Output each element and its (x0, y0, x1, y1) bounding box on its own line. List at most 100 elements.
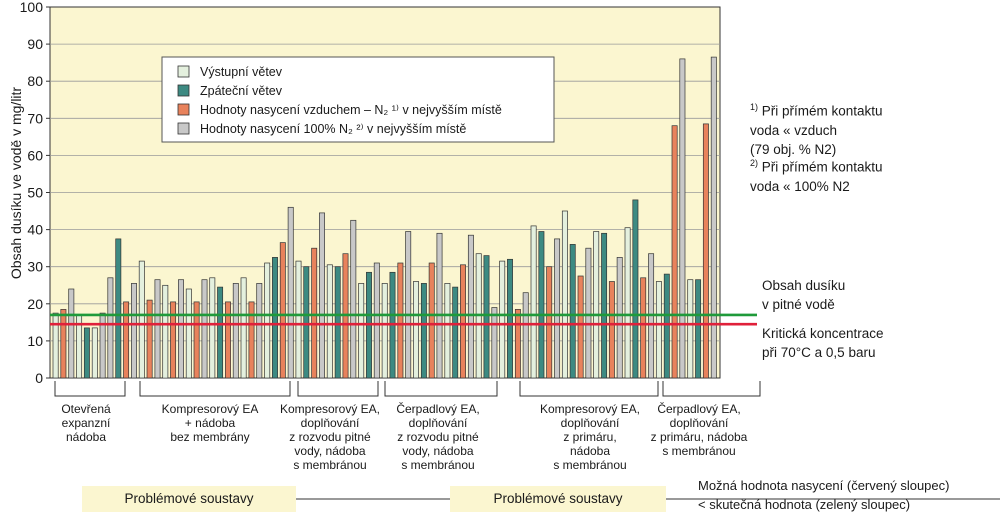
group-bracket-4 (384, 381, 498, 397)
bar-21 (209, 277, 216, 379)
problem-systems-band-1: Problémové soustavy (82, 486, 296, 512)
bar-56 (483, 255, 490, 379)
bar-47 (413, 281, 419, 379)
bar-39 (350, 219, 357, 379)
group-bracket-6 (662, 381, 761, 397)
bar-62 (530, 225, 537, 379)
bar-40 (358, 283, 365, 379)
y-tick-label: 30 (27, 259, 43, 275)
bar-60 (514, 309, 521, 379)
bar-83 (695, 279, 702, 379)
legend-swatch-3 (177, 103, 190, 116)
footnote-1-mark: 1) (750, 102, 759, 112)
group-bracket-2 (139, 381, 291, 397)
bar-50 (436, 232, 443, 379)
bar-42 (373, 262, 380, 379)
legend-swatch-4 (177, 122, 190, 135)
legend-swatch-2 (177, 84, 190, 97)
bar-82 (687, 279, 694, 379)
bar-26 (248, 301, 255, 379)
y-tick-label: 20 (27, 296, 43, 312)
bar-65 (554, 238, 561, 379)
bar-52 (452, 286, 459, 379)
y-tick-label: 90 (27, 36, 43, 52)
bar-78 (655, 281, 662, 379)
bar-27 (256, 283, 263, 379)
group-label-compressor-no-membrane: Kompresorový EA + nádoba bez membrány (161, 402, 259, 444)
legend-box (161, 56, 555, 143)
saturation-note-line-1: Možná hodnota nasycení (červený sloupec) (698, 478, 950, 493)
footnote-1: 1) Při přímém kontaktu voda « vzduch (79… (750, 98, 883, 159)
bar-8 (107, 277, 114, 379)
bar-58 (499, 260, 506, 379)
bar-13 (146, 299, 153, 379)
y-tick-label: 50 (27, 185, 43, 201)
bar-32 (295, 260, 302, 379)
bar-74 (624, 227, 631, 379)
bar-18 (185, 288, 192, 379)
bar-17 (178, 279, 184, 379)
bar-19 (193, 301, 200, 379)
bar-54 (467, 234, 474, 379)
bar-1 (52, 312, 59, 379)
group-label-compressor-primary: Kompresorový EA, doplňování z primáru, n… (539, 402, 641, 472)
bar-14 (154, 279, 161, 379)
bar-3 (68, 288, 75, 379)
bar-25 (240, 277, 247, 379)
footnote-1-text: Při přímém kontaktu voda « vzduch (79 ob… (750, 103, 883, 157)
y-tick-label: 10 (27, 333, 43, 349)
bar-75 (632, 199, 639, 379)
group-label-pump-primary: Čerpadlový EA, doplňování z primáru, nád… (650, 402, 748, 458)
bar-11 (131, 283, 137, 379)
bar-48 (420, 283, 427, 379)
bar-80 (671, 125, 678, 379)
saturation-note-line-2: < skutečná hodnota (zelený sloupec) (698, 497, 911, 512)
legend-label-3: Hodnoty nasycení vzduchem – N₂ ¹⁾ v nejv… (200, 103, 502, 117)
bar-16 (170, 301, 177, 379)
bar-6 (91, 327, 98, 379)
y-tick-label: 70 (27, 110, 43, 126)
legend-label-2: Zpáteční větev (200, 84, 283, 98)
bar-73 (616, 257, 623, 379)
bar-85 (710, 56, 717, 379)
footnote-2: 2) Při přímém kontaktu voda « 100% N2 (750, 154, 883, 196)
bar-5 (83, 327, 90, 379)
bar-49 (428, 262, 435, 379)
bar-43 (381, 283, 388, 379)
bar-59 (507, 258, 513, 379)
problem-systems-band-2: Problémové soustavy (450, 486, 666, 512)
group-label-pump-potable: Čerpadlový EA, doplňování z rozvodu pitn… (396, 402, 480, 472)
bar-30 (279, 242, 286, 379)
y-tick-label: 60 (27, 147, 43, 163)
bar-29 (272, 257, 278, 379)
bar-46 (405, 231, 412, 379)
bar-36 (326, 264, 333, 379)
reference-label-drinking-water: Obsah dusíku v pitné vodě (762, 278, 846, 312)
y-tick-label: 40 (27, 222, 43, 238)
bar-51 (444, 283, 451, 379)
group-bracket-3 (297, 381, 379, 397)
bar-67 (569, 244, 576, 379)
bar-79 (663, 273, 670, 379)
group-label-open-vessel: Otevřená expanzní nádoba (61, 402, 111, 444)
legend-swatch-1 (177, 65, 190, 78)
bar-10 (123, 301, 130, 379)
bar-23 (225, 301, 231, 379)
bar-34 (311, 247, 318, 379)
bar-84 (702, 123, 709, 379)
bar-20 (201, 279, 208, 379)
bar-45 (397, 262, 404, 379)
bar-33 (303, 266, 310, 379)
y-axis-label: Obsah dusíku ve vodě v mg/litr (8, 86, 24, 280)
bar-69 (585, 247, 592, 379)
bar-24 (232, 283, 239, 379)
group-bracket-1 (54, 381, 126, 397)
bar-28 (264, 262, 271, 379)
reference-label-critical: Kritická koncentrace při 70°C a 0,5 baru (762, 326, 884, 360)
footnote-2-text: Při přímém kontaktu voda « 100% N2 (750, 159, 883, 194)
bar-15 (162, 284, 169, 379)
bar-66 (561, 210, 568, 379)
bar-12 (138, 260, 145, 379)
bar-2 (60, 309, 67, 379)
